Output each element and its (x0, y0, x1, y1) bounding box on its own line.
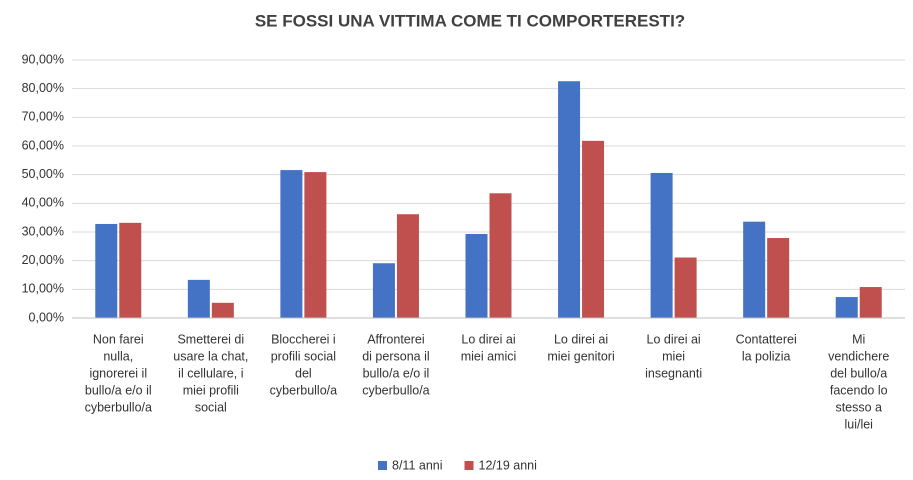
x-tick-label: stesso a (835, 400, 882, 414)
legend-swatch (464, 461, 474, 470)
bar (767, 238, 790, 318)
bar (743, 221, 766, 318)
x-tick-label: miei amici (461, 349, 517, 363)
x-tick-label: Bloccherei i (271, 332, 336, 346)
legend-swatch (378, 461, 387, 470)
x-tick-label: miei genitori (547, 349, 614, 363)
bar (835, 297, 858, 318)
x-tick-label: Lo direi ai (461, 332, 515, 346)
x-tick-label: del bullo/a (830, 366, 887, 380)
x-tick-label: miei profili (183, 383, 239, 397)
x-tick-label: facendo lo (830, 383, 888, 397)
x-tick-label: ignorerei il (89, 366, 147, 380)
x-tick-label: cyberbullo/a (85, 400, 152, 414)
y-tick-label: 30,00% (22, 224, 64, 238)
x-tick-label: Smetterei di (177, 332, 244, 346)
legend-label: 12/19 anni (479, 458, 537, 472)
y-tick-label: 80,00% (22, 81, 64, 95)
x-tick-label: nulla, (103, 349, 133, 363)
x-tick-label: cyberbullo/a (362, 383, 429, 397)
bar (280, 170, 303, 318)
x-tick-label: Mi (852, 332, 865, 346)
bar (119, 222, 142, 318)
y-tick-label: 50,00% (22, 167, 64, 181)
bar (465, 234, 488, 318)
x-tick-label: social (195, 400, 227, 414)
bar (211, 302, 234, 318)
x-tick-label: cyberbullo/a (270, 383, 337, 397)
x-tick-label: Affronterei (367, 332, 424, 346)
y-tick-label: 90,00% (22, 52, 64, 66)
bar (95, 223, 118, 318)
x-tick-label: bullo/a e/o il (363, 366, 430, 380)
bar (187, 279, 210, 318)
bar (396, 214, 419, 318)
x-tick-label: la polizia (742, 349, 791, 363)
bar (582, 140, 605, 318)
y-tick-label: 20,00% (22, 253, 64, 267)
bar (650, 172, 673, 318)
x-tick-label: miei (662, 349, 685, 363)
x-tick-label: Lo direi ai (554, 332, 608, 346)
bar (489, 193, 512, 318)
y-tick-label: 0,00% (29, 310, 64, 324)
x-tick-label: Contatterei (736, 332, 797, 346)
x-tick-label: del (295, 366, 312, 380)
x-tick-label: insegnanti (645, 366, 702, 380)
chart-title: SE FOSSI UNA VITTIMA COME TI COMPORTERES… (255, 11, 685, 30)
x-tick-label: vendichere (828, 349, 889, 363)
y-tick-label: 70,00% (22, 110, 64, 124)
bar (558, 81, 581, 318)
y-tick-label: 60,00% (22, 138, 64, 152)
x-tick-label: lui/lei (844, 417, 873, 431)
legend-label: 8/11 anni (392, 458, 443, 472)
bar (674, 257, 697, 318)
bar (372, 263, 395, 318)
x-tick-label: Non farei (93, 332, 144, 346)
bar (859, 287, 882, 318)
x-tick-label: Lo direi ai (647, 332, 701, 346)
y-tick-label: 10,00% (22, 282, 64, 296)
x-tick-label: bullo/a e/o il (85, 383, 152, 397)
x-tick-label: usare la chat, (173, 349, 248, 363)
x-tick-label: profili social (271, 349, 336, 363)
y-tick-label: 40,00% (22, 196, 64, 210)
bar (304, 172, 327, 318)
x-tick-label: di persona il (362, 349, 429, 363)
x-tick-label: il cellulare, i (178, 366, 243, 380)
